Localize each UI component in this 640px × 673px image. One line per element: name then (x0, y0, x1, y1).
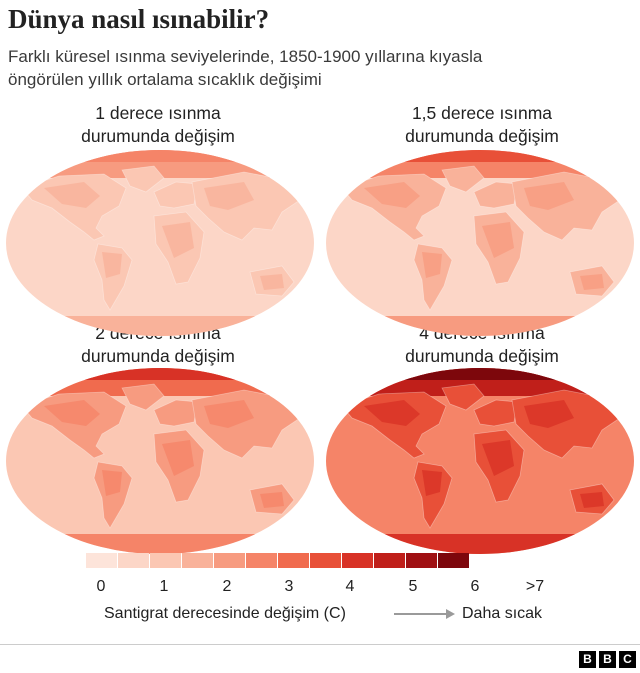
panel-title-line-2: durumunda değişim (405, 346, 559, 366)
warming-hotspot-africa (162, 440, 194, 476)
antarctica-band (326, 316, 634, 336)
legend-tick-1: 1 (159, 578, 169, 595)
chart-title: Dünya nasıl ısınabilir? (8, 4, 270, 34)
legend-tick-4: 4 (345, 578, 355, 595)
warming-hotspot-asia (204, 400, 254, 428)
continent-europe (473, 181, 519, 209)
continent-europe (153, 399, 199, 427)
legend-swatch-2 (150, 553, 181, 568)
legend-swatch-8 (342, 553, 373, 568)
logo-letter-c: C (619, 651, 636, 668)
legend-swatch-9 (374, 553, 405, 568)
warming-hotspot-north-america (364, 400, 420, 426)
warming-hotspot-asia (524, 182, 574, 210)
arctic-band (6, 150, 314, 162)
continent-greenland (121, 383, 165, 411)
warming-hotspot-asia (204, 182, 254, 210)
subtitle-line-2: öngörülen yıllık ortalama sıcaklık değiş… (8, 70, 322, 89)
legend-tick-7plus: >7 (525, 578, 545, 595)
legend-tick-5: 5 (408, 578, 418, 595)
arctic-band (6, 368, 314, 380)
legend-swatch-0 (86, 553, 117, 568)
legend-axis-label: Santigrat derecesinde değişim (C) (104, 605, 346, 622)
subtitle-line-1: Farklı küresel ısınma seviyelerinde, 185… (8, 47, 483, 66)
warming-hotspot-australia (260, 274, 284, 290)
warming-hotspot-south-america (422, 470, 442, 496)
chart-subtitle: Farklı küresel ısınma seviyelerinde, 185… (8, 45, 608, 91)
legend-swatch-6 (278, 553, 309, 568)
warming-hotspot-north-america (44, 400, 100, 426)
warmer-label: Daha sıcak (462, 605, 543, 622)
warming-hotspot-north-america (44, 182, 100, 208)
continent-europe (473, 399, 519, 427)
warming-hotspot-africa (482, 440, 514, 476)
panel-title-line-2: durumunda değişim (81, 126, 235, 146)
continent-greenland (121, 165, 165, 193)
arctic-band (326, 150, 634, 162)
bbc-logo: B B C (576, 651, 636, 668)
panel-title-line-1: 1 derece ısınma (95, 103, 221, 123)
continent-europe (153, 181, 199, 209)
warming-hotspot-north-america (364, 182, 420, 208)
warming-hotspot-south-america (102, 470, 122, 496)
legend-swatch-3 (182, 553, 213, 568)
legend-tick-6: 6 (470, 578, 480, 595)
warming-hotspot-south-america (422, 252, 442, 278)
continent-greenland (441, 383, 485, 411)
legend-swatch-11 (438, 553, 469, 568)
panel-title-1-5deg: 1,5 derece ısınma durumunda değişim (332, 102, 632, 148)
legend-tick-2: 2 (222, 578, 232, 595)
world-map-2deg (6, 368, 314, 554)
continent-greenland (441, 165, 485, 193)
arctic-band (326, 368, 634, 380)
panel-title-1deg: 1 derece ısınma durumunda değişim (8, 102, 308, 148)
legend-tick-0: 0 (96, 578, 106, 595)
panel-title-line-2: durumunda değişim (405, 126, 559, 146)
world-map-1deg (6, 150, 314, 336)
legend-swatch-5 (246, 553, 277, 568)
legend-swatch-1 (118, 553, 149, 568)
footer-divider (0, 644, 640, 645)
logo-letter-b2: B (599, 651, 616, 668)
legend-swatch-7 (310, 553, 341, 568)
legend-swatch-4 (214, 553, 245, 568)
warming-hotspot-asia (524, 400, 574, 428)
logo-letter-b1: B (579, 651, 596, 668)
legend-tick-3: 3 (284, 578, 294, 595)
legend-swatch-10 (406, 553, 437, 568)
color-scale-legend (86, 553, 470, 568)
warming-hotspot-australia (580, 274, 604, 290)
warming-hotspot-australia (260, 492, 284, 508)
warming-hotspot-south-america (102, 252, 122, 278)
panel-title-line-1: 1,5 derece ısınma (411, 103, 553, 123)
world-map-4deg (326, 368, 634, 554)
warming-hotspot-australia (580, 492, 604, 508)
arrow-right-icon (394, 609, 455, 619)
world-map-1-5deg (326, 150, 634, 336)
warming-hotspot-africa (482, 222, 514, 258)
antarctica-band (6, 316, 314, 336)
panel-title-line-2: durumunda değişim (81, 346, 235, 366)
warming-hotspot-africa (162, 222, 194, 258)
